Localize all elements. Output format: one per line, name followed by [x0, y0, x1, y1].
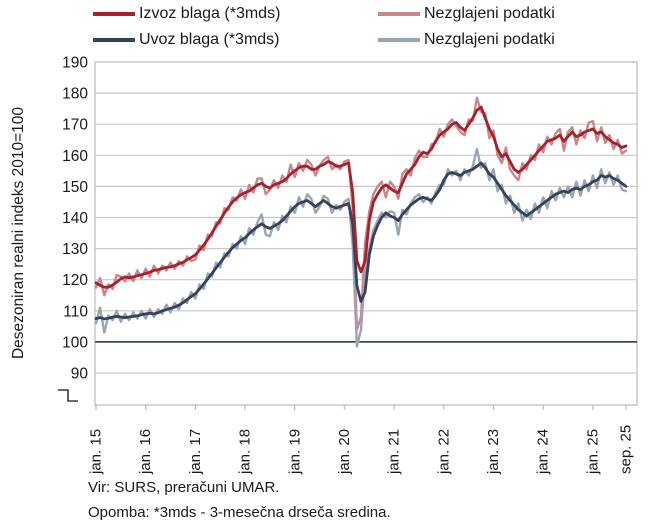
legend-swatch-nezglajeni-izvoz: [378, 12, 420, 16]
axis-layer: 190 180 170 160 150 140 130 120 110 100 90 jan. 15 j…: [58, 55, 635, 475]
y-tick-label: 130: [62, 241, 88, 258]
legend-label-izvoz-3mds: Izvoz blaga (*3mds): [139, 5, 281, 22]
legend-item-uvoz-3mds: Uvoz blaga (*3mds): [93, 30, 280, 50]
y-tick-label: 140: [62, 210, 88, 227]
y-tick-label: 150: [62, 179, 88, 196]
method-note: Opomba: *3mds - 3-mesečna drseča sredina…: [88, 504, 391, 521]
legend-item-izvoz-3mds: Izvoz blaga (*3mds): [93, 4, 280, 24]
x-tick-label: jan. 16: [137, 429, 154, 475]
x-tick-label: jan. 22: [435, 429, 452, 475]
x-tick-label: sep. 25: [618, 425, 635, 474]
y-tick-label: 180: [62, 86, 88, 103]
y-tick-label: 90: [71, 366, 89, 383]
plot-border: [94, 61, 638, 406]
series-layer: [94, 96, 628, 348]
axis-break-icon: [58, 389, 78, 402]
legend-label-nezglajeni-izvoz: Nezglajeni podatki: [424, 5, 555, 22]
legend-swatch-izvoz-3mds: [93, 12, 135, 16]
x-tick-label: jan. 17: [187, 429, 204, 475]
y-tick-label: 110: [63, 303, 88, 320]
series-line-0: [94, 105, 628, 289]
x-tick-label: jan. 21: [386, 429, 403, 475]
x-tick-label: jan. 15: [88, 429, 105, 475]
legend-swatch-nezglajeni-uvoz: [378, 38, 420, 42]
x-tick-label: jan. 25: [584, 429, 601, 475]
x-tick-label: jan. 20: [336, 429, 353, 475]
series-line-2: [94, 161, 628, 321]
legend-swatch-uvoz-3mds: [93, 38, 135, 42]
x-tick-label: jan. 18: [237, 429, 254, 475]
y-tick-label: 100: [62, 334, 88, 351]
y-tick-label: 170: [62, 117, 88, 134]
source-note: Vir: SURS, preračuni UMAR.: [88, 479, 280, 496]
series-line-3: [94, 147, 628, 348]
legend-label-uvoz-3mds: Uvoz blaga (*3mds): [139, 31, 280, 48]
y-tick-label: 160: [62, 148, 88, 165]
legend-label-nezglajeni-uvoz: Nezglajeni podatki: [424, 31, 555, 48]
y-tick-label: 120: [62, 272, 88, 289]
y-axis-title: Desezoniran realni indeks 2010=100: [10, 107, 27, 359]
legend-item-nezglajeni-uvoz: Nezglajeni podatki: [378, 30, 555, 50]
x-tick-label: jan. 19: [286, 429, 303, 475]
y-tick-label: 190: [62, 55, 88, 72]
x-tick-label: jan. 24: [535, 429, 552, 475]
legend-item-nezglajeni-izvoz: Nezglajeni podatki: [378, 4, 555, 24]
series-line-1: [94, 96, 628, 331]
x-tick-label: jan. 23: [485, 429, 502, 475]
